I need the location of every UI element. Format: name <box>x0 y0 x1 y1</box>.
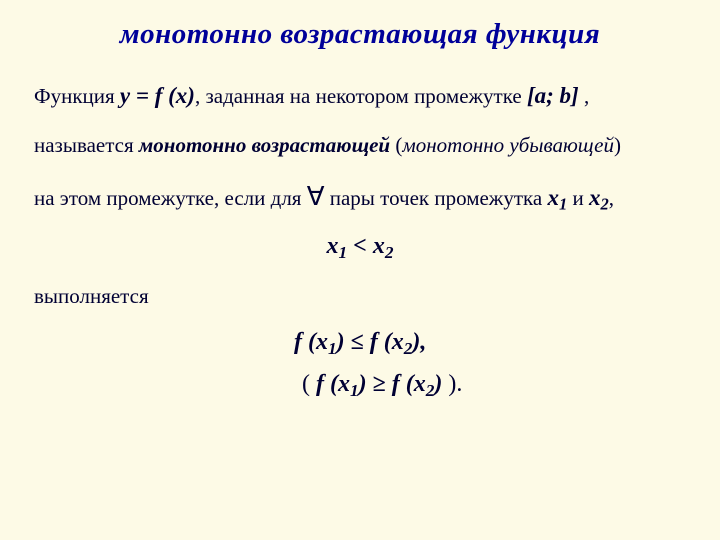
function-expr: y = f (x) <box>120 83 195 108</box>
slide: монотонно возрастающая функция Функция y… <box>0 0 720 400</box>
text: , <box>609 186 614 210</box>
condition-formula: x1 < x2 <box>34 233 686 263</box>
x1: x1 <box>547 185 567 210</box>
text: , <box>579 84 590 108</box>
x2: x2 <box>589 185 609 210</box>
text: , заданная на некотором промежутке <box>195 84 527 108</box>
increasing: монотонно возрастающей <box>139 133 390 157</box>
formula-decreasing: ( f (x1) ≥ f (x2) ). <box>302 371 686 401</box>
line-holds: выполняется <box>34 281 686 313</box>
text: называется <box>34 133 139 157</box>
text: пары точек промежутка <box>325 186 548 210</box>
def-line-2: называется монотонно возрастающей (монот… <box>34 130 686 162</box>
forall-symbol: ∀ <box>307 182 325 211</box>
def-line-1: Функция y = f (x), заданная на некотором… <box>34 79 686 114</box>
def-line-3: на этом промежутке, если для ∀ пары точе… <box>34 177 686 217</box>
interval: [a; b] <box>527 83 579 108</box>
text: ) <box>614 133 621 157</box>
formula-increasing: f (x1) ≤ f (x2), <box>294 329 686 359</box>
slide-title: монотонно возрастающая функция <box>34 18 686 51</box>
text: ( <box>390 133 402 157</box>
text: и <box>567 186 589 210</box>
decreasing: монотонно убывающей <box>402 133 614 157</box>
text: Функция <box>34 84 120 108</box>
text: на этом промежутке, если для <box>34 186 307 210</box>
